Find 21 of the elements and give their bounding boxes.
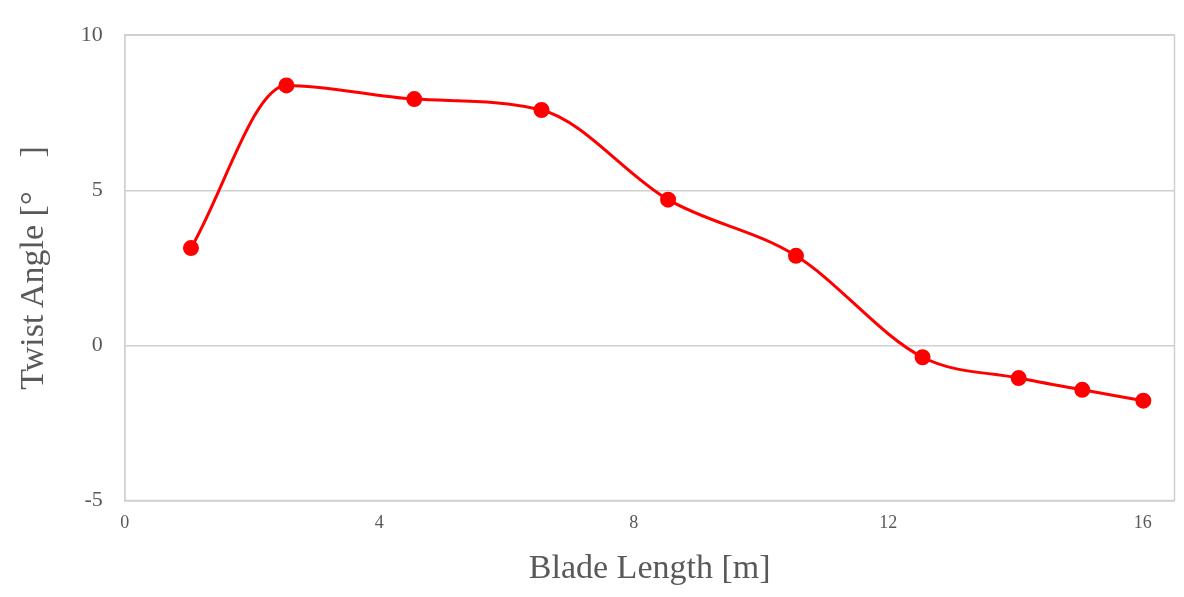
x-axis-title: Blade Length [m] <box>528 547 771 585</box>
point <box>278 77 295 94</box>
point <box>1074 381 1091 398</box>
y-tick-label: -5 <box>84 486 103 512</box>
point <box>1010 370 1027 387</box>
y-tick-label: 5 <box>91 176 103 202</box>
x-tick-label: 12 <box>879 512 898 533</box>
point <box>406 91 423 108</box>
point <box>182 240 199 257</box>
y-axis-title: Twist Angle [° ] <box>13 146 51 390</box>
point <box>660 191 677 208</box>
x-tick-label: 16 <box>1133 512 1152 533</box>
x-tick-label: 4 <box>374 512 384 533</box>
point <box>1135 392 1152 409</box>
point <box>914 349 931 366</box>
point <box>787 247 804 264</box>
x-tick-label: 0 <box>120 512 130 533</box>
point <box>533 101 550 118</box>
y-tick-label: 10 <box>80 20 103 46</box>
x-tick-label: 8 <box>629 512 639 533</box>
y-tick-label: 0 <box>91 331 103 357</box>
